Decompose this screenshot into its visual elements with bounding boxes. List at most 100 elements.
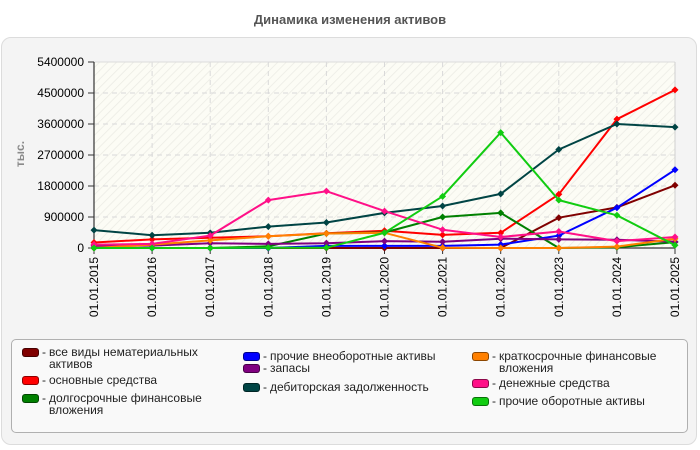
- legend-swatch-icon: [472, 379, 489, 388]
- legend-item[interactable]: - основные средства: [22, 374, 214, 386]
- data-point-marker: [555, 232, 563, 240]
- legend-separator: -: [263, 380, 267, 394]
- series-lines: [90, 86, 679, 252]
- data-point-marker: [381, 229, 388, 237]
- legend-item[interactable]: - дебиторская задолженность: [243, 381, 455, 393]
- y-tick-label: 2700000: [37, 148, 84, 162]
- data-point-marker: [671, 241, 679, 249]
- legend-label: прочие внеоборотные активы: [270, 349, 436, 363]
- data-point-marker: [671, 86, 679, 94]
- data-point-marker: [322, 239, 330, 247]
- data-point-marker: [497, 233, 505, 241]
- y-tick-label: 0: [77, 241, 84, 255]
- legend-swatch-icon: [22, 394, 39, 403]
- legend-separator: -: [263, 361, 267, 375]
- data-point-marker: [206, 232, 214, 240]
- x-tick-label: 01.01.2015: [87, 257, 101, 317]
- data-point-marker: [381, 242, 388, 250]
- data-point-marker: [555, 196, 563, 204]
- data-point-marker: [264, 223, 272, 231]
- x-tick-label: 01.01.2022: [494, 257, 508, 317]
- legend-label: денежные средства: [499, 376, 610, 390]
- data-point-marker: [322, 187, 330, 195]
- series-line: [90, 129, 679, 252]
- legend-separator: -: [42, 345, 46, 359]
- data-point-marker: [264, 232, 272, 240]
- data-point-marker: [264, 240, 272, 248]
- data-point-marker: [148, 235, 156, 243]
- legend-label: прочие оборотные активы: [499, 394, 645, 408]
- data-point-marker: [322, 219, 330, 227]
- x-axis-labels: 01.01.2015 01.01.2016 01.01.2017 01.01.2018…: [87, 257, 682, 317]
- data-point-marker: [613, 115, 621, 123]
- data-point-marker: [381, 237, 388, 245]
- data-point-marker: [497, 190, 505, 198]
- data-point-marker: [497, 229, 505, 237]
- data-point-marker: [439, 231, 447, 239]
- data-point-marker: [90, 244, 98, 252]
- y-axis-title: тыс.: [13, 140, 27, 168]
- data-point-marker: [148, 244, 156, 252]
- data-point-marker: [148, 231, 156, 239]
- data-point-marker: [613, 211, 621, 219]
- legend-item[interactable]: - запасы: [243, 362, 455, 374]
- legend-separator: -: [42, 373, 46, 387]
- data-point-marker: [264, 244, 272, 252]
- x-tick-label: 01.01.2021: [436, 257, 450, 317]
- legend-swatch-icon: [472, 397, 489, 406]
- data-point-marker: [671, 233, 679, 241]
- data-point-marker: [671, 181, 679, 189]
- data-point-marker: [497, 209, 505, 217]
- data-point-marker: [671, 123, 679, 131]
- data-point-marker: [322, 244, 330, 252]
- x-tick-label: 01.01.2020: [378, 257, 392, 317]
- legend-label: все виды нематериальных активов: [49, 345, 198, 371]
- data-point-marker: [497, 129, 505, 137]
- legend: [11, 339, 688, 433]
- x-tick-label: 01.01.2025: [668, 257, 682, 317]
- data-point-marker: [439, 238, 447, 246]
- legend-swatch-icon: [243, 352, 260, 361]
- legend-label: краткосрочные финансовые вложения: [499, 349, 657, 375]
- legend-separator: -: [492, 394, 496, 408]
- data-point-marker: [555, 190, 563, 198]
- legend-separator: -: [263, 349, 267, 363]
- data-point-marker: [439, 226, 447, 234]
- y-tick-label: 4500000: [37, 86, 84, 100]
- legend-swatch-icon: [472, 352, 489, 361]
- legend-item[interactable]: - прочие оборотные активы: [472, 395, 669, 407]
- legend-item[interactable]: - долгосрочные финансовые вложения: [22, 392, 214, 416]
- legend-item[interactable]: - все виды нематериальных активов: [22, 346, 214, 370]
- x-tick-label: 01.01.2017: [203, 257, 217, 317]
- x-tick-label: 01.01.2018: [261, 257, 275, 317]
- legend-label: основные средства: [49, 373, 158, 387]
- data-point-marker: [206, 236, 214, 244]
- gridlines: [94, 62, 675, 248]
- x-tick-label: 01.01.2024: [610, 257, 624, 317]
- legend-label: запасы: [270, 361, 310, 375]
- data-point-marker: [439, 244, 447, 252]
- data-point-marker: [613, 243, 621, 251]
- data-point-marker: [264, 196, 272, 204]
- legend-item[interactable]: - прочие внеоборотные активы: [243, 350, 455, 362]
- legend-label: долгосрочные финансовые вложения: [49, 391, 202, 417]
- legend-label: дебиторская задолженность: [270, 380, 429, 394]
- legend-separator: -: [492, 376, 496, 390]
- data-point-marker: [671, 166, 679, 174]
- legend-item[interactable]: - денежные средства: [472, 377, 669, 389]
- legend-separator: -: [42, 391, 46, 405]
- legend-item[interactable]: - краткосрочные финансовые вложения: [472, 350, 669, 374]
- data-point-marker: [439, 192, 447, 200]
- data-point-marker: [148, 240, 156, 248]
- data-point-marker: [555, 235, 563, 243]
- chart-title: Динамика изменения активов: [253, 12, 447, 27]
- data-point-marker: [206, 244, 214, 252]
- data-point-marker: [613, 120, 621, 128]
- legend-swatch-icon: [22, 376, 39, 385]
- data-point-marker: [555, 227, 563, 235]
- data-point-marker: [439, 202, 447, 210]
- x-tick-label: 01.01.2016: [145, 257, 159, 317]
- data-point-marker: [439, 213, 447, 221]
- data-point-marker: [381, 207, 388, 215]
